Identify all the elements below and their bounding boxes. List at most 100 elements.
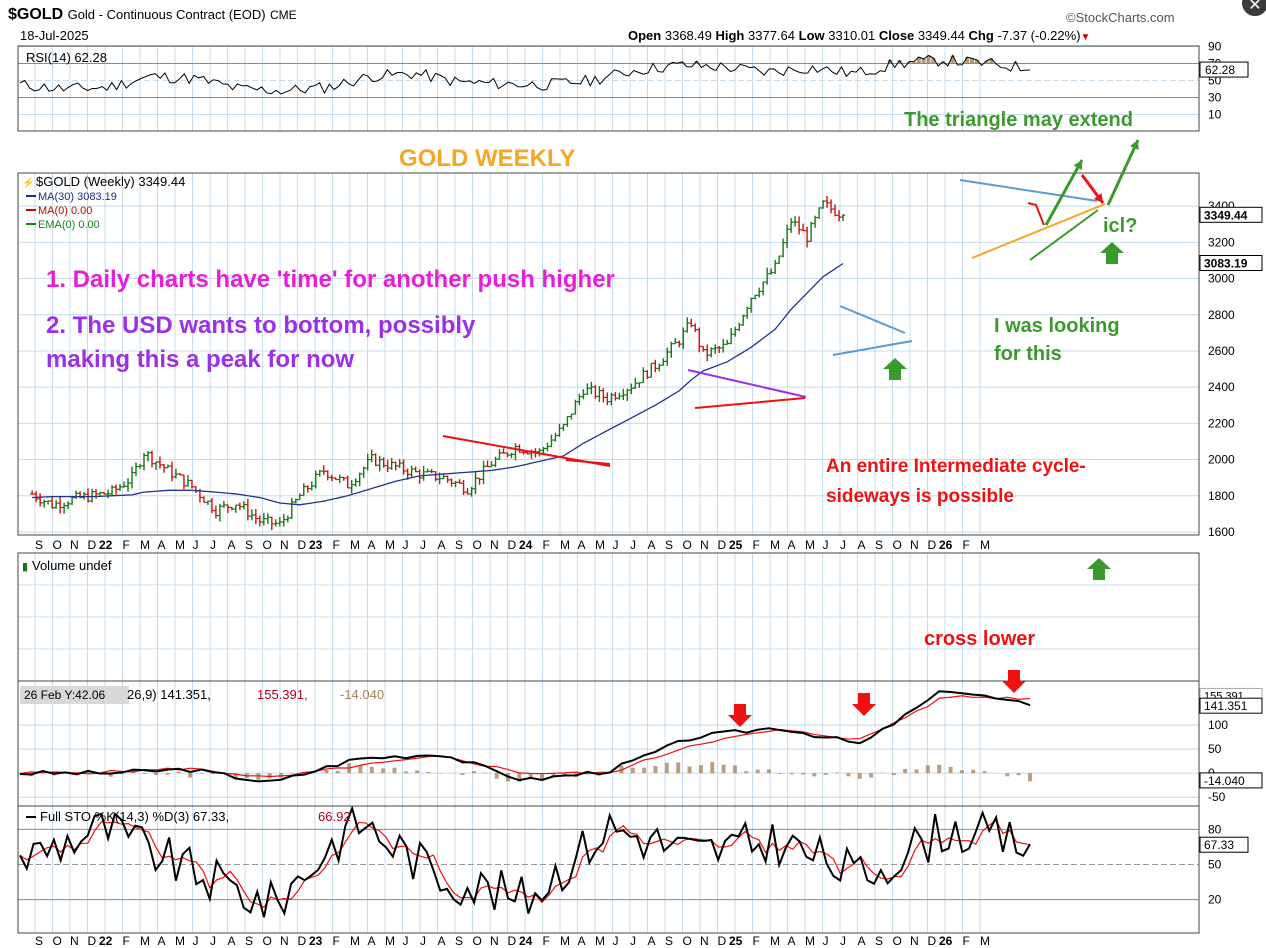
trendline	[1029, 209, 1099, 261]
x-axis-label: M	[385, 538, 395, 552]
arrow-up-green	[1044, 159, 1084, 226]
macd-histogram-bar	[369, 766, 374, 774]
macd-histogram-bar	[971, 769, 976, 774]
high-label: High	[715, 28, 745, 43]
x-axis-label-bottom: A	[858, 934, 866, 948]
down-arrow-icon	[1002, 670, 1026, 693]
macd-histogram-bar	[948, 766, 953, 774]
macd-value-box	[1199, 697, 1263, 714]
x-axis-label-bottom: S	[35, 934, 43, 948]
close-label: Close	[878, 28, 915, 43]
macd-histogram-bar	[698, 765, 703, 774]
macd-histogram-bar	[528, 773, 533, 779]
volume-label: Volume undef	[32, 558, 112, 573]
x-axis-label-bottom: S	[875, 934, 883, 948]
x-axis-label-bottom: M	[140, 934, 150, 948]
macd-histogram-bar	[835, 772, 840, 774]
price-tick-label: 1600	[1208, 525, 1235, 539]
x-axis-label-bottom: D	[718, 934, 727, 948]
brand-link[interactable]: ©StockCharts.com	[1066, 10, 1175, 25]
macd-histogram-bar	[256, 773, 261, 780]
symbol: $GOLD	[8, 6, 64, 23]
macd-line	[19, 690, 1031, 783]
x-axis-label: A	[228, 538, 236, 552]
x-axis-label-bottom: M	[350, 934, 360, 948]
x-axis-label: F	[963, 538, 970, 552]
macd-histogram-bar	[869, 773, 874, 778]
macd-histogram-bar	[857, 773, 862, 779]
high-value: 3377.64	[748, 28, 795, 43]
x-axis-label: A	[788, 538, 796, 552]
x-axis-label: J	[403, 538, 409, 552]
macd-histogram-bar	[721, 764, 726, 774]
macd-histogram-bar	[335, 770, 340, 774]
price-panel	[17, 172, 1200, 536]
x-axis-label: 22	[99, 538, 113, 552]
close-value-box-label: 3349.44	[1204, 208, 1248, 222]
rsi-tick-label: 90	[1208, 40, 1222, 54]
macd-histogram-bar	[108, 773, 113, 777]
macd-histogram-bar	[630, 767, 635, 774]
x-axis-label-bottom: N	[700, 934, 709, 948]
trendline	[565, 459, 611, 465]
low-value: 3310.01	[828, 28, 876, 43]
macd-histogram-bar	[710, 762, 715, 774]
x-axis-label: J	[193, 538, 199, 552]
macd-histogram-bar	[1016, 773, 1021, 776]
ma-value-box-label: 3083.19	[1204, 256, 1248, 270]
macd-histogram-bar	[664, 762, 669, 774]
x-axis-label: J	[823, 538, 829, 552]
macd-histogram-bar	[471, 771, 476, 774]
x-axis-label: O	[263, 538, 272, 552]
close-icon[interactable]: ✕	[1240, 0, 1266, 18]
x-axis-label-bottom: J	[193, 934, 199, 948]
x-axis-label-bottom: F	[963, 934, 970, 948]
down-arrow-icon	[852, 693, 876, 716]
x-axis-label: S	[455, 538, 463, 552]
macd-histogram-bar	[210, 773, 215, 775]
x-axis-label: N	[280, 538, 289, 552]
x-axis-label: O	[53, 538, 62, 552]
x-axis-label: A	[158, 538, 166, 552]
trendline	[959, 179, 1098, 202]
macd-signal-line	[19, 695, 1031, 778]
down-arrow-icon	[728, 704, 752, 727]
x-axis-label: S	[875, 538, 883, 552]
x-axis-label: D	[298, 538, 307, 552]
price-tick-label: 2000	[1208, 453, 1235, 467]
x-axis-label: M	[805, 538, 815, 552]
annotation-cycle-a: An entire Intermediate cycle-	[826, 456, 1086, 477]
macd-histogram-bar	[642, 767, 647, 774]
macd-histogram-bar	[959, 770, 964, 774]
x-axis-label-bottom: 25	[729, 934, 743, 948]
sto-panel	[17, 805, 1200, 934]
macd-histogram-bar	[381, 768, 386, 774]
x-axis-label-bottom: A	[228, 934, 236, 948]
legend-entry: MA(30) 3083.19	[38, 191, 117, 203]
price-tick-label: 3200	[1208, 235, 1235, 249]
annotation-note2b: making this a peak for now	[46, 346, 354, 373]
macd-label-c: -14.040	[340, 687, 384, 702]
x-axis-label-bottom: F	[543, 934, 550, 948]
x-axis-label-bottom: A	[368, 934, 376, 948]
x-axis-label: F	[753, 538, 760, 552]
x-axis-label-bottom: J	[823, 934, 829, 948]
x-axis-label-bottom: D	[88, 934, 97, 948]
chg-down-icon: ▼	[1080, 32, 1091, 43]
close-value-box	[1199, 206, 1263, 223]
x-axis-label-bottom: D	[298, 934, 307, 948]
x-axis-label-bottom: O	[893, 934, 902, 948]
x-axis-label: A	[648, 538, 656, 552]
macd-histogram-bar	[891, 773, 896, 776]
x-axis-label: M	[560, 538, 570, 552]
macd-tooltip: 26 Feb Y:42.06	[24, 688, 106, 702]
x-axis-label-bottom: J	[840, 934, 846, 948]
x-axis-label: M	[770, 538, 780, 552]
macd-histogram-bar	[142, 773, 147, 774]
x-axis-label: 26	[939, 538, 953, 552]
x-axis-label: F	[333, 538, 340, 552]
rsi-tick-label: 30	[1208, 91, 1222, 105]
trendline	[832, 340, 913, 356]
price-tick-label: 2800	[1208, 308, 1235, 322]
